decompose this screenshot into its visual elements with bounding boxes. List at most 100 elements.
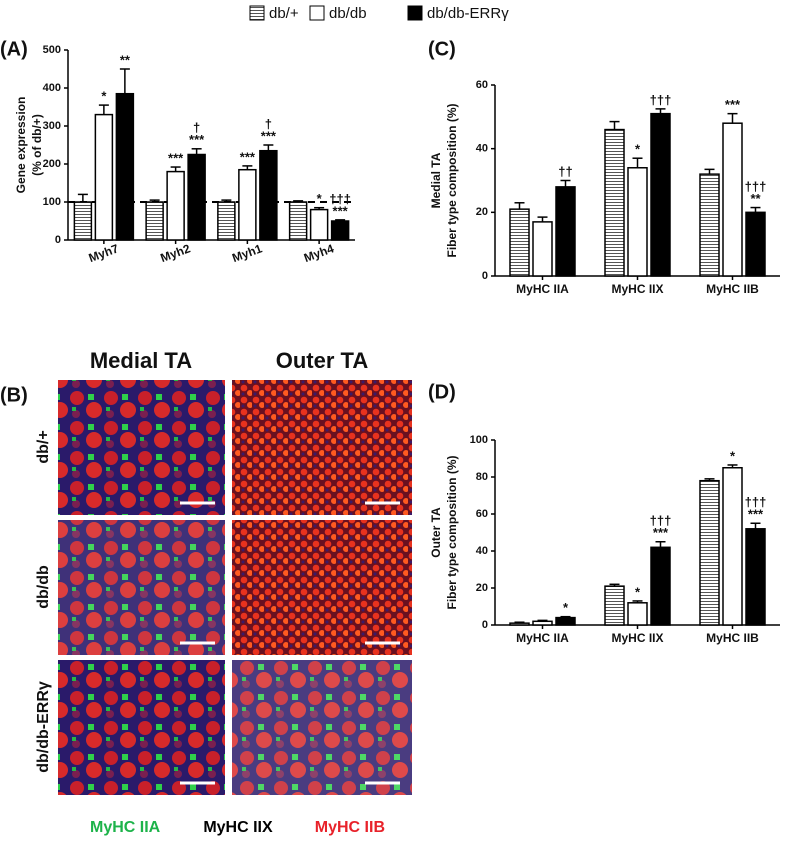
bar <box>532 221 553 277</box>
significance-label: † <box>265 116 272 131</box>
bar <box>745 211 766 277</box>
bar <box>509 622 530 626</box>
significance-label: *** <box>748 507 764 522</box>
bar <box>627 167 648 277</box>
bar <box>722 122 743 277</box>
micrograph <box>58 660 225 795</box>
row-label: db/+ <box>35 430 52 463</box>
micrograph <box>58 520 225 655</box>
y-axis-label: Medial TA <box>429 152 443 208</box>
bar <box>650 112 671 277</box>
panel-label: (A) <box>0 38 28 60</box>
bar <box>217 201 236 241</box>
x-tick-label: MyHC IIX <box>611 631 663 645</box>
y-tick-label: 100 <box>43 196 61 208</box>
x-tick-label: MyHC IIA <box>516 282 569 296</box>
y-tick-label: 500 <box>43 44 61 56</box>
row-label: db/db <box>35 565 52 609</box>
significance-label: *** <box>725 97 741 112</box>
bar <box>259 149 278 241</box>
y-tick-label: 60 <box>476 79 488 91</box>
significance-label: *** <box>653 525 669 540</box>
micrographs <box>58 380 412 795</box>
bar <box>745 528 766 626</box>
y-tick-label: 40 <box>476 545 488 557</box>
panel-label: (D) <box>428 381 456 403</box>
bar <box>288 201 308 241</box>
y-tick-label: 40 <box>476 143 488 155</box>
y-axis-label: Outer TA <box>429 507 443 558</box>
x-tick-label: MyHC IIX <box>611 282 663 296</box>
bar <box>555 186 576 277</box>
bar <box>722 467 743 626</box>
y-tick-label: 60 <box>476 508 488 520</box>
y-tick-label: 100 <box>470 434 488 446</box>
bar <box>73 201 93 241</box>
significance-label: ††† <box>329 191 351 206</box>
stain-label: MyHC IIA <box>90 819 161 836</box>
significance-label: †† <box>558 164 572 179</box>
micrograph <box>232 380 412 515</box>
bar <box>699 479 720 626</box>
significance-label: * <box>101 89 107 104</box>
bar <box>532 620 553 626</box>
y-tick-label: 200 <box>43 158 61 170</box>
significance-label: *** <box>333 203 349 218</box>
stain-label: MyHC IIB <box>315 819 385 836</box>
legend-swatch <box>249 5 265 21</box>
y-axis-label: (% of db/+) <box>30 114 44 176</box>
significance-label: *** <box>261 128 277 143</box>
row-label: db/db-ERRγ <box>35 681 52 773</box>
bar <box>604 128 625 277</box>
x-tick-label: Myh7 <box>87 241 121 265</box>
significance-label: ††† <box>650 513 672 528</box>
y-axis-label: Fiber type composition (%) <box>445 103 459 257</box>
significance-label: * <box>635 584 641 599</box>
panel-label: (B) <box>0 384 28 406</box>
y-tick-label: 400 <box>43 82 61 94</box>
significance-label: ** <box>750 191 761 206</box>
significance-label: † <box>193 120 200 135</box>
bar <box>604 585 625 626</box>
stain-label: MyHC IIX <box>203 819 273 836</box>
bar <box>650 546 671 626</box>
significance-label: ††† <box>650 92 672 107</box>
legend-label: db/+ <box>269 5 299 22</box>
bar <box>94 113 114 241</box>
x-tick-label: MyHC IIB <box>706 631 759 645</box>
significance-label: * <box>563 600 569 615</box>
significance-label: ** <box>120 52 131 67</box>
legend-swatch <box>407 5 423 21</box>
bar <box>115 92 135 241</box>
significance-label: ††† <box>745 495 767 510</box>
significance-label: * <box>317 191 323 206</box>
y-tick-label: 0 <box>482 619 488 631</box>
significance-label: * <box>635 142 641 157</box>
bar <box>699 173 720 277</box>
column-title: Outer TA <box>276 348 369 373</box>
y-tick-label: 80 <box>476 471 488 483</box>
significance-label: *** <box>240 149 256 164</box>
legend-swatch <box>309 5 325 21</box>
y-axis-label: Gene expression <box>14 97 28 194</box>
bar <box>330 220 350 241</box>
panel-label: (C) <box>428 38 456 60</box>
significance-label: *** <box>189 132 205 147</box>
bar <box>238 168 257 241</box>
bar <box>555 616 576 626</box>
y-tick-label: 0 <box>482 270 488 282</box>
bar <box>627 602 648 626</box>
bar <box>166 170 185 241</box>
y-tick-label: 20 <box>476 206 488 218</box>
micrograph <box>58 380 225 515</box>
micrograph <box>232 520 412 655</box>
bar <box>145 201 164 241</box>
legend-label: db/db <box>329 5 367 22</box>
scale-bars <box>180 501 400 785</box>
x-tick-label: Myh4 <box>302 241 336 265</box>
y-tick-label: 300 <box>43 120 61 132</box>
significance-label: *** <box>168 150 184 165</box>
x-tick-label: MyHC IIB <box>706 282 759 296</box>
x-tick-label: MyHC IIA <box>516 631 569 645</box>
